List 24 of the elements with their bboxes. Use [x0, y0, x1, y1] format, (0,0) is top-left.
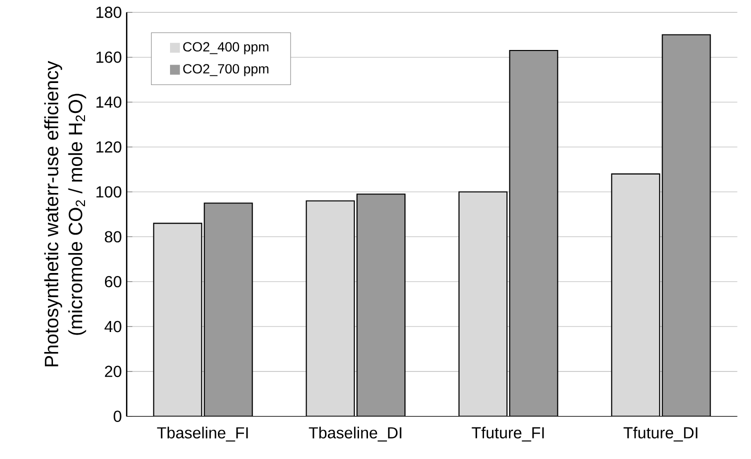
y-tick-label: 160 [96, 52, 122, 63]
y-tick-label: 0 [114, 410, 122, 422]
bar [306, 200, 355, 416]
bar [611, 173, 660, 416]
bar [662, 34, 711, 416]
y-tick-label: 60 [104, 276, 122, 288]
x-tick-label: Tbaseline_DI [308, 426, 402, 442]
bar [458, 191, 508, 416]
y-tick-label: 20 [104, 366, 122, 378]
y-tick-label: 140 [96, 96, 122, 108]
bar [356, 194, 406, 416]
bar [153, 222, 202, 416]
y-tick-label: 180 [96, 6, 122, 18]
bar [509, 50, 558, 416]
x-tick-label: Tbaseline_FI [157, 426, 248, 442]
bar [204, 202, 253, 416]
y-tick-label: 40 [104, 320, 122, 332]
x-tick-label: Tfuture_DI [624, 426, 698, 442]
y-tick-label: 120 [96, 141, 122, 153]
legend-label: CO2_700 ppm [183, 64, 268, 76]
y-tick-label: 80 [104, 231, 122, 242]
y-tick-label: 100 [96, 186, 122, 198]
x-tick-label: Tfuture_FI [472, 426, 544, 442]
legend-label: CO2_400 ppm [183, 42, 268, 54]
